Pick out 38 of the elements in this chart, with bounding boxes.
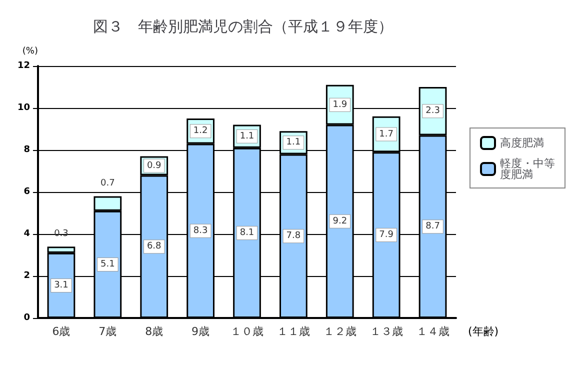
- x-tick-label: 7歳: [98, 325, 117, 338]
- data-label: 2.3: [426, 106, 440, 116]
- data-label: 8.3: [193, 226, 208, 236]
- data-label: 9.2: [332, 216, 348, 226]
- x-tick-label: １３歳: [370, 325, 403, 338]
- data-label: 0.7: [100, 178, 115, 189]
- x-tick-label: １２歳: [323, 325, 356, 338]
- data-label: 7.8: [286, 231, 301, 242]
- y-tick-label: 10: [17, 103, 30, 113]
- data-label: 1.9: [332, 100, 348, 110]
- data-label: 0.9: [146, 160, 162, 171]
- x-tick-label: １０歳: [230, 325, 264, 338]
- data-label: 1.2: [193, 126, 208, 136]
- x-tick-label: １４歳: [416, 325, 450, 338]
- y-tick-label: 2: [24, 271, 30, 281]
- data-label: 8.7: [426, 222, 440, 232]
- legend-label: 高度肥満: [500, 136, 544, 150]
- data-label: 1.1: [240, 131, 254, 142]
- x-tick-label: 8歳: [145, 325, 164, 338]
- chart-title: 図３ 年齢別肥満児の割合（平成１９年度）: [93, 18, 393, 36]
- y-tick-label: 4: [24, 229, 30, 239]
- data-label: 5.1: [100, 259, 115, 270]
- y-tick-label: 0: [24, 313, 30, 323]
- y-tick-label: 6: [24, 187, 30, 197]
- data-label: 1.7: [379, 129, 394, 140]
- y-axis-title: (%): [22, 46, 38, 56]
- x-tick-label: 6歳: [52, 325, 70, 338]
- data-label: 1.1: [286, 138, 301, 148]
- y-tick-label: 12: [17, 61, 30, 71]
- data-label: 8.1: [240, 228, 254, 238]
- y-tick-label: 8: [24, 145, 30, 155]
- legend-label: 軽度・中等度肥満: [500, 157, 555, 181]
- data-label: 3.1: [54, 280, 68, 290]
- data-label: 6.8: [146, 242, 162, 252]
- x-tick-label: １１歳: [276, 325, 310, 338]
- x-axis-title: (年齢): [468, 325, 499, 338]
- x-tick-label: 9歳: [192, 325, 210, 338]
- data-label: 7.9: [379, 230, 394, 240]
